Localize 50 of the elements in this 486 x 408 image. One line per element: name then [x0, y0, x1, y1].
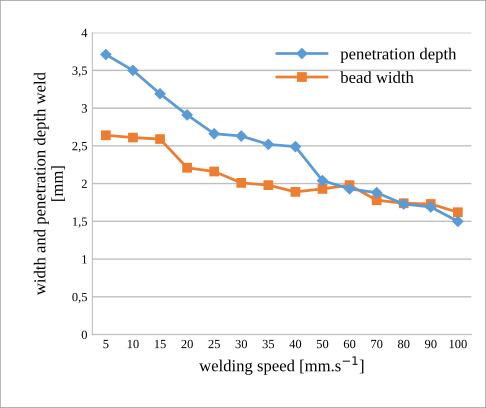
legend-label: bead width [340, 71, 414, 84]
y-tick-label: 3 [82, 104, 87, 113]
y-tick-label: 3,5 [72, 66, 87, 77]
point [344, 183, 356, 194]
y-tick-label: 2,5 [72, 142, 87, 152]
point [262, 138, 274, 150]
point [263, 180, 274, 190]
point [453, 207, 463, 218]
x-tick-label: 5 [103, 340, 109, 348]
x-tick-label: 70 [371, 340, 382, 348]
point [208, 128, 220, 140]
point [236, 130, 247, 142]
x-tick-label: 80 [398, 340, 410, 348]
y-tick-label: 1 [82, 255, 87, 264]
point [100, 48, 112, 60]
point [452, 216, 464, 227]
point [316, 174, 328, 186]
point [290, 187, 300, 197]
point [101, 130, 111, 140]
point [290, 141, 302, 152]
x-tick-label: 15 [154, 340, 166, 348]
point [209, 166, 220, 176]
point [425, 201, 436, 213]
x-tick-label: 60 [344, 340, 356, 348]
point [236, 178, 246, 188]
point [128, 132, 138, 142]
point [127, 64, 139, 76]
x-tick-label: 10 [128, 340, 139, 348]
point [154, 88, 166, 100]
x-tick-label: 90 [424, 340, 437, 348]
y-tick-label: 0 [82, 330, 87, 340]
x-tick-label: 20 [181, 340, 193, 348]
point [155, 134, 165, 144]
legend-label: penetration depth [340, 48, 456, 63]
y-tick-label: 4 [81, 28, 88, 37]
x-tick-label: 100 [450, 340, 467, 348]
y-tick-label: 2 [82, 180, 87, 188]
x-tick-label: 30 [236, 340, 248, 348]
x-tick-label: 25 [208, 340, 220, 348]
x-tick-label: 50 [316, 340, 328, 348]
point [318, 184, 328, 194]
x-axis-title: welding speed [mm.s$^{−1}$] [199, 356, 364, 375]
point [182, 162, 192, 173]
y-tick-label: 0,5 [72, 292, 87, 304]
y-axis-title: width and penetration depth weld [mm] [34, 72, 65, 296]
x-tick-label: 35 [262, 340, 274, 348]
y-tick-label: 1,5 [72, 217, 87, 228]
point [182, 109, 193, 121]
point [371, 187, 382, 198]
x-tick-label: 40 [289, 340, 302, 348]
